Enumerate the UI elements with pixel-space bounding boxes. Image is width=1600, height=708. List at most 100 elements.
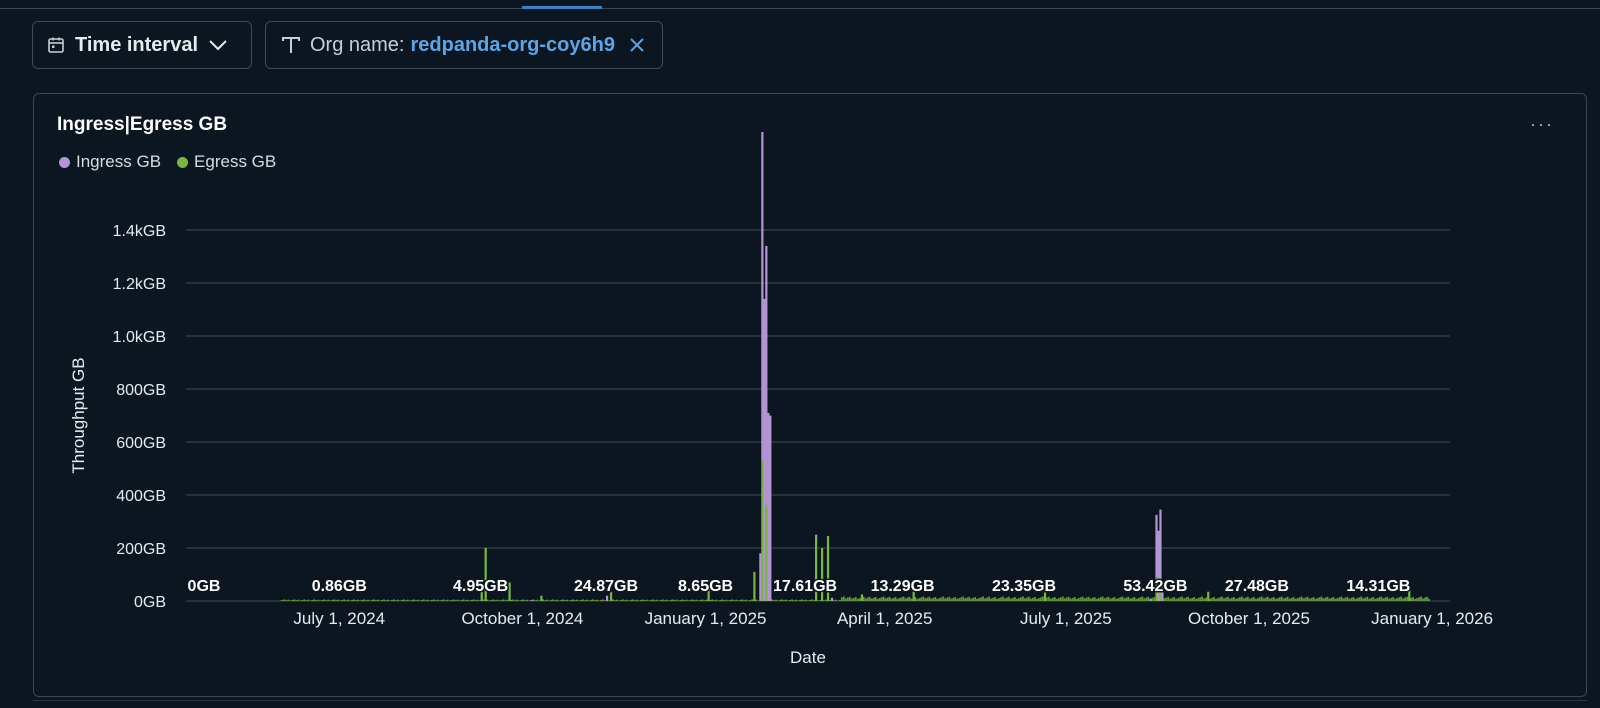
baseline-bar (928, 596, 931, 601)
baseline-bar (655, 599, 658, 601)
baseline-bar (1298, 597, 1301, 601)
baseline-bar (325, 600, 328, 601)
baseline-bar (329, 600, 332, 601)
y-tick-label: 800GB (116, 382, 166, 399)
baseline-bar (1262, 598, 1265, 601)
baseline-bar (387, 599, 389, 601)
org-name-filter-chip[interactable]: Org name: redpanda-org-coy6h9 (265, 21, 663, 69)
baseline-bar (456, 599, 459, 601)
baseline-bar (948, 596, 951, 601)
baseline-bar (1000, 597, 1002, 601)
baseline-bar (647, 600, 650, 601)
baseline-bar (1280, 596, 1283, 601)
baseline-bar (434, 600, 437, 601)
baseline-bar (1169, 598, 1172, 601)
baseline-bar (408, 600, 411, 601)
baseline-bar (956, 598, 959, 601)
baseline-bar (649, 599, 652, 601)
baseline-bar (952, 597, 955, 601)
baseline-bar (1300, 596, 1303, 601)
baseline-bar (544, 600, 547, 601)
baseline-bar (514, 600, 517, 601)
baseline-bar (1018, 598, 1020, 601)
baseline-bar (1314, 598, 1317, 601)
baseline-bar (1374, 598, 1377, 601)
baseline-bar (428, 600, 431, 601)
baseline-bar (966, 597, 969, 601)
baseline-bar (958, 598, 961, 601)
baseline-bar (673, 600, 676, 601)
baseline-bar (735, 599, 738, 601)
baseline-bar (799, 599, 801, 601)
more-options-icon[interactable]: ··· (1530, 114, 1554, 134)
legend-label-ingress: Ingress GB (76, 152, 162, 171)
baseline-bar (1416, 598, 1418, 601)
baseline-bar (542, 599, 545, 601)
baseline-bar (1402, 598, 1405, 601)
baseline-bar (807, 600, 809, 601)
baseline-bar (651, 599, 654, 601)
baseline-bar (580, 599, 582, 601)
baseline-bar (602, 599, 604, 601)
baseline-bar (888, 596, 891, 601)
egress-bar (1155, 577, 1158, 601)
baseline-bar (1284, 597, 1287, 601)
baseline-bar (512, 599, 515, 601)
baseline-bar (1342, 598, 1345, 601)
baseline-bar (444, 600, 447, 601)
baseline-bar (1010, 598, 1012, 601)
baseline-bar (840, 597, 843, 601)
baseline-bar (1368, 598, 1371, 601)
baseline-bar (1250, 597, 1253, 601)
baseline-bar (1376, 598, 1379, 601)
baseline-bar (936, 598, 939, 601)
baseline-bar (890, 598, 893, 601)
baseline-bar (653, 600, 656, 601)
baseline-bar (665, 599, 668, 601)
baseline-bar (1012, 597, 1014, 601)
baseline-bar (1119, 597, 1122, 601)
time-interval-dropdown[interactable]: Time interval (32, 21, 252, 69)
baseline-bar (504, 600, 507, 601)
egress-bar (912, 590, 915, 601)
y-tick-label: 1.2kGB (113, 276, 166, 293)
baseline-bar (741, 599, 744, 601)
baseline-bar (1282, 598, 1285, 601)
legend-item-egress[interactable]: Egress GB (177, 152, 276, 172)
baseline-bar (1396, 598, 1399, 601)
baseline-bar (448, 600, 451, 601)
baseline-bar (1332, 597, 1335, 601)
baseline-bar (876, 598, 879, 601)
baseline-bar (1069, 598, 1072, 601)
baseline-bar (725, 599, 728, 601)
baseline-bar (930, 598, 933, 601)
baseline-bar (1235, 598, 1237, 601)
data-label: 13.29GB (871, 578, 935, 595)
baseline-bar (962, 596, 965, 601)
baseline-bar (637, 600, 640, 601)
baseline-bar (709, 599, 712, 601)
baseline-bar (721, 599, 724, 601)
ingress-bar (769, 415, 772, 601)
baseline-bar (283, 599, 286, 601)
baseline-bar (1270, 597, 1273, 601)
legend-item-ingress[interactable]: Ingress GB (59, 152, 161, 172)
baseline-bar (713, 600, 716, 601)
baseline-bar (488, 600, 491, 601)
baseline-bar (615, 599, 618, 601)
baseline-bar (410, 599, 413, 601)
baseline-bar (1213, 597, 1215, 601)
baseline-bar (1258, 597, 1261, 601)
baseline-bar (305, 600, 308, 601)
baseline-bar (960, 597, 963, 601)
baseline-bar (395, 600, 397, 601)
baseline-bar (1266, 596, 1269, 601)
baseline-bar (607, 600, 610, 601)
baseline-bar (856, 598, 859, 601)
close-icon[interactable] (629, 37, 645, 53)
baseline-bar (747, 600, 750, 601)
baseline-bar (946, 597, 949, 601)
baseline-bar (878, 598, 881, 601)
baseline-bar (1254, 598, 1257, 601)
baseline-bar (1067, 596, 1070, 601)
